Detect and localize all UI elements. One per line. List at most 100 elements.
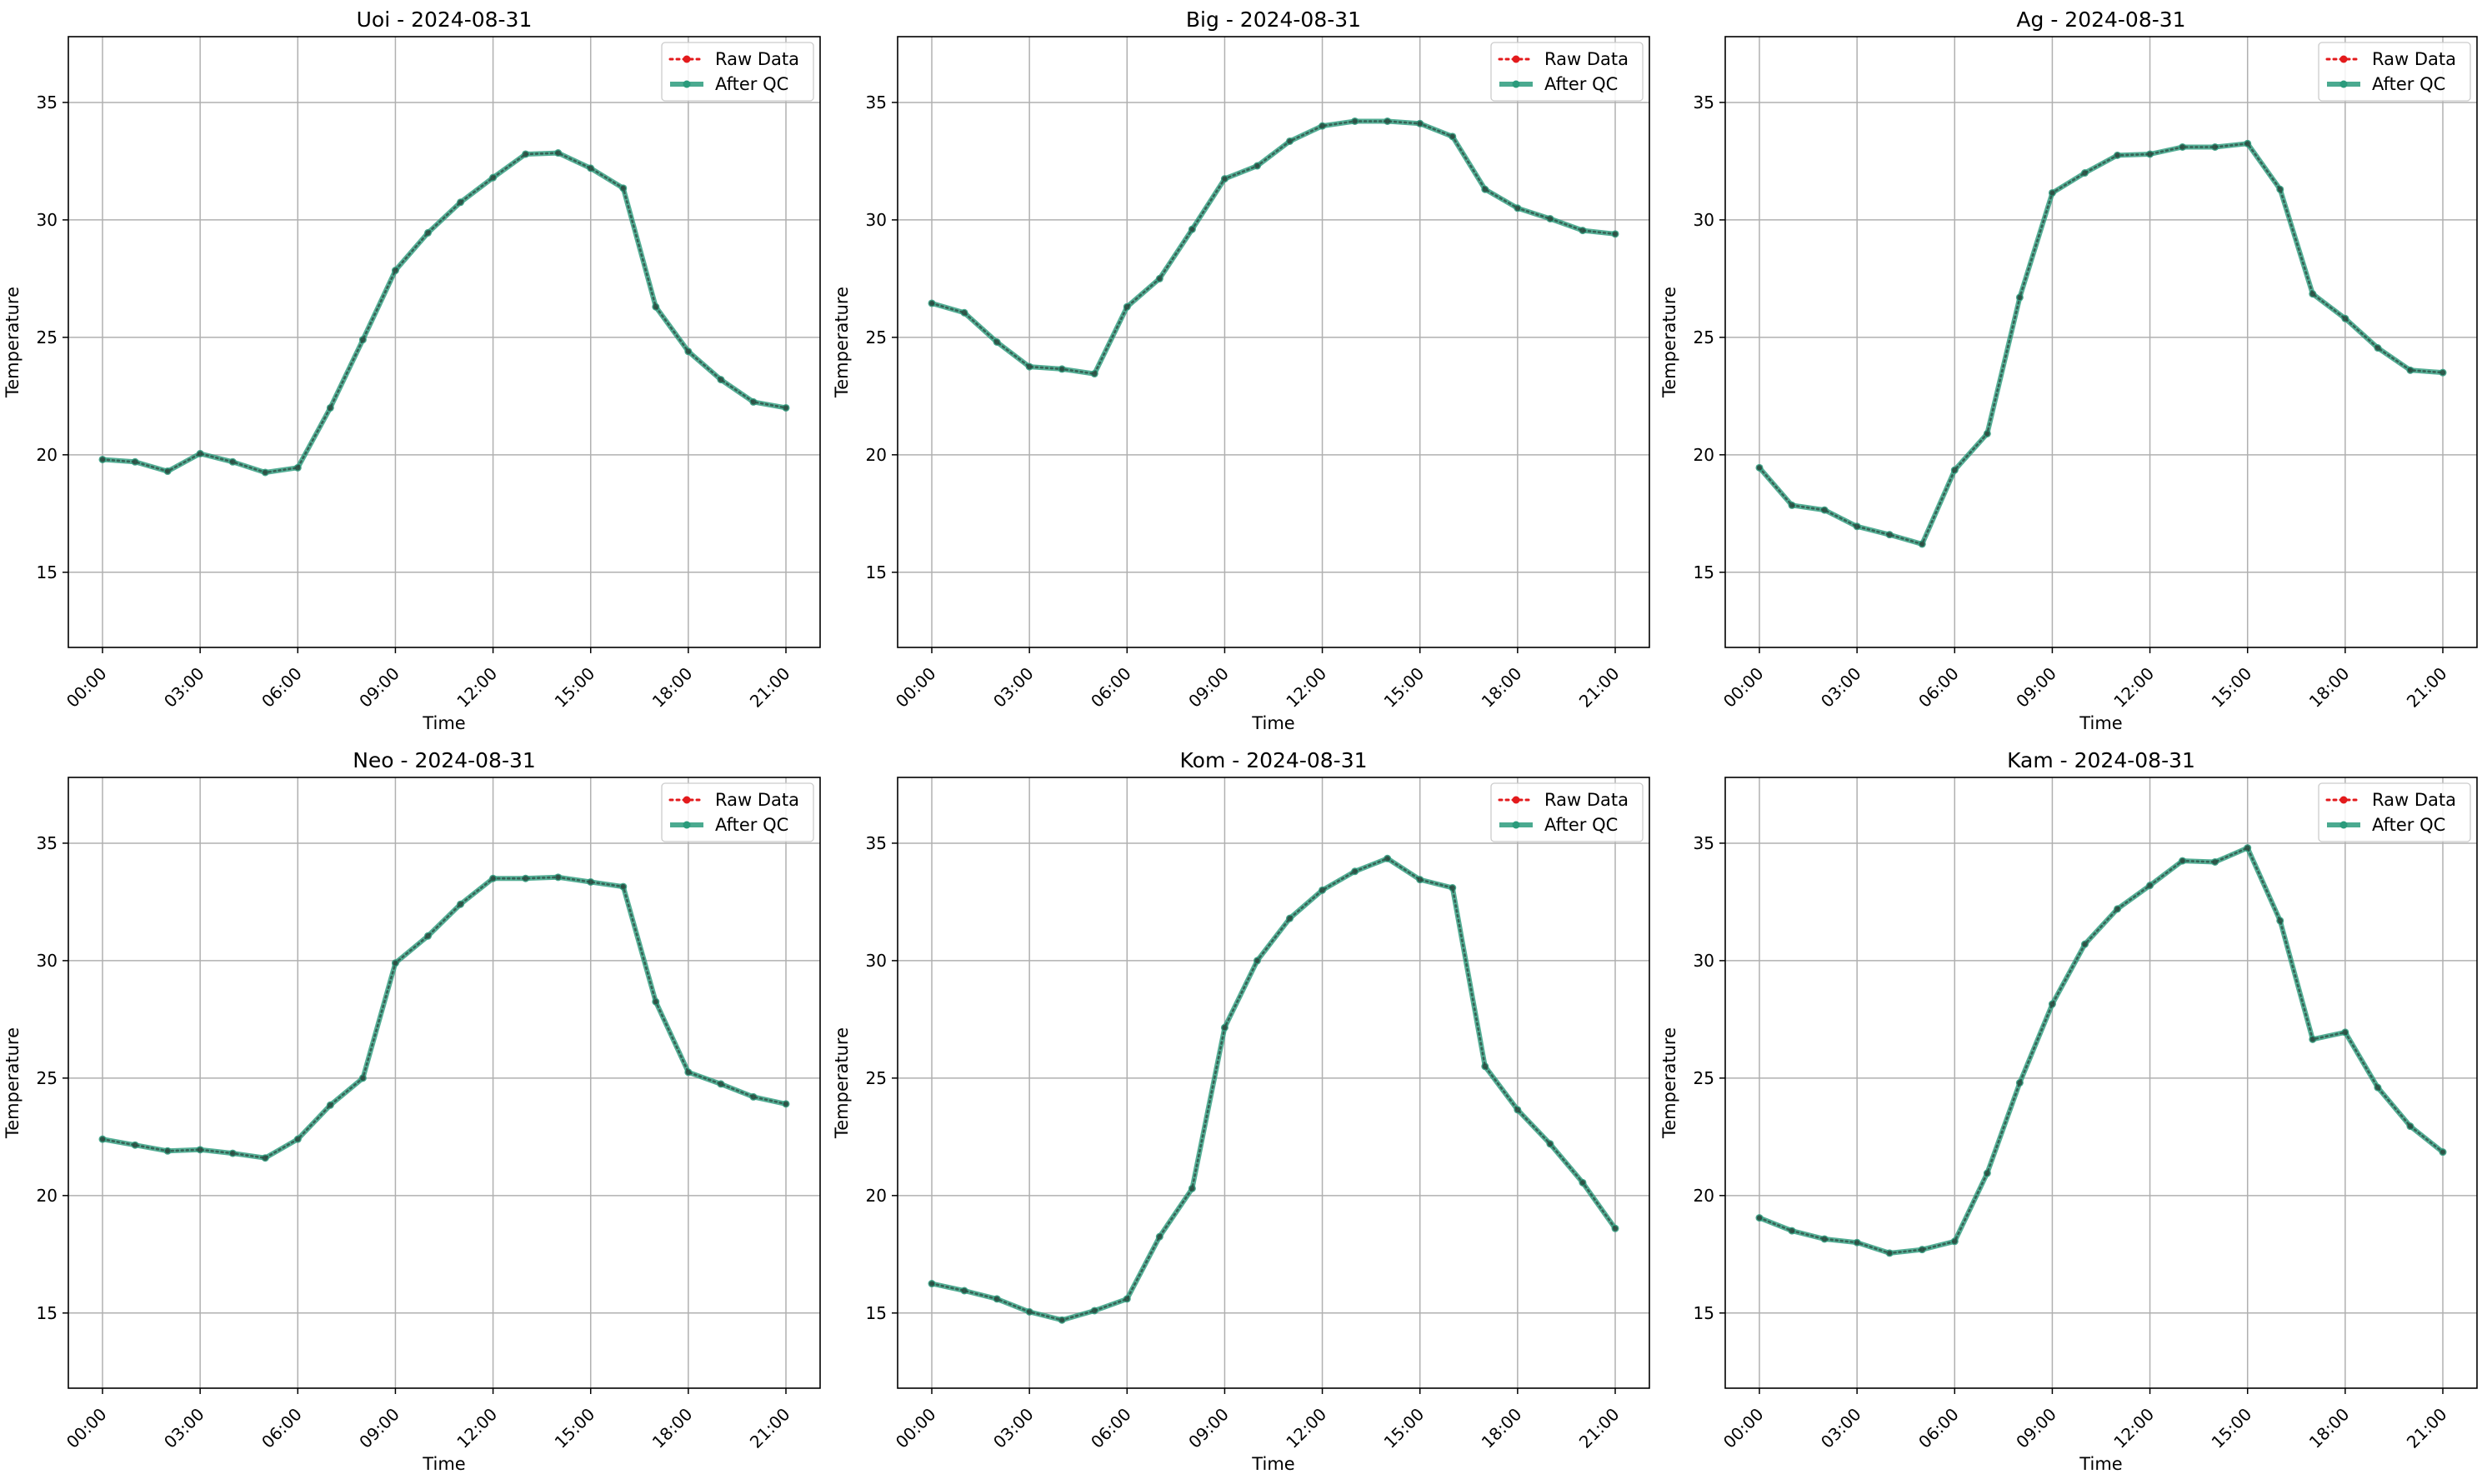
raw-data-point (1482, 1063, 1489, 1069)
raw-data-point (1092, 371, 1098, 377)
y-tick-label: 20 (866, 445, 887, 465)
raw-data-point (2309, 1037, 2316, 1042)
raw-data-point (2342, 1029, 2349, 1036)
raw-data-point (360, 1075, 366, 1082)
x-tick-label: 12:00 (2109, 663, 2158, 712)
x-axis-label: Time (1251, 713, 1294, 733)
x-tick-label: 12:00 (453, 663, 501, 712)
y-axis-label: Temperature (3, 287, 23, 398)
raw-data-line (1758, 846, 2444, 1255)
x-tick-label: 18:00 (648, 663, 697, 712)
x-tick-label: 06:00 (1914, 1404, 1963, 1452)
x-tick-label: 06:00 (1914, 663, 1963, 712)
x-tick-label: 21:00 (2403, 663, 2451, 712)
raw-data-point (1789, 1227, 1795, 1234)
raw-data-point (783, 405, 789, 411)
x-tick-label: 03:00 (160, 663, 208, 712)
raw-data-point (928, 1281, 935, 1287)
raw-data-point (961, 1287, 968, 1294)
subplot-title: Kom - 2024-08-31 (1180, 748, 1368, 772)
legend-raw-data-marker (683, 55, 691, 63)
raw-data-point (2212, 144, 2218, 150)
raw-data-point (1854, 523, 1860, 530)
raw-data-point (1756, 1215, 1763, 1221)
raw-data-point (993, 1296, 1000, 1302)
raw-data-point (1352, 868, 1358, 874)
raw-data-line (101, 876, 788, 1160)
raw-data-point (1124, 1296, 1130, 1302)
y-axis-label: Temperature (3, 1027, 23, 1139)
raw-data-point (229, 459, 236, 465)
subplot-3: 00:00 03:00 06:00 09:00 12:00 15:00 18:00 21:00… (1659, 7, 2478, 733)
y-tick-label: 20 (1694, 1186, 1714, 1206)
raw-data-point (1821, 507, 1828, 513)
raw-data-point (523, 151, 528, 157)
raw-data-point (1222, 1025, 1228, 1031)
raw-data-point (1319, 887, 1325, 893)
y-tick-label: 35 (37, 92, 58, 112)
raw-data-point (1886, 1250, 1893, 1257)
raw-data-line (930, 120, 1617, 376)
raw-data-point (2147, 882, 2153, 888)
raw-data-point (1854, 1240, 1860, 1246)
y-tick-label: 20 (37, 1186, 58, 1206)
subplot-title: Uoi - 2024-08-31 (357, 7, 533, 32)
x-tick-label: 15:00 (1380, 1404, 1429, 1452)
x-axis-label: Time (422, 713, 465, 733)
raw-data-point (1319, 122, 1325, 129)
raw-data-point (2179, 144, 2185, 150)
raw-data-point (588, 165, 593, 172)
raw-data-point (1547, 1141, 1554, 1147)
x-tick-label: 12:00 (1282, 1404, 1330, 1452)
raw-data-point (928, 300, 935, 307)
y-tick-label: 15 (37, 1303, 58, 1323)
raw-data-point (99, 457, 106, 462)
raw-data-line (101, 152, 788, 474)
raw-data-point (458, 199, 463, 205)
raw-data-point (1384, 856, 1390, 862)
x-tick-label: 03:00 (1817, 1404, 1865, 1452)
raw-data-point (1886, 532, 1893, 537)
y-tick-label: 15 (1694, 1303, 1714, 1323)
x-tick-label: 09:00 (2012, 663, 2060, 712)
raw-data-point (2439, 1149, 2446, 1155)
raw-data-point (1026, 1309, 1033, 1315)
raw-data-point (2147, 151, 2153, 157)
x-axis-label: Time (2079, 1454, 2122, 1474)
x-tick-label: 00:00 (63, 663, 111, 712)
x-tick-label: 12:00 (453, 1404, 501, 1452)
after-qc-line (1757, 845, 2445, 1256)
legend-raw-data-marker (1512, 796, 1520, 804)
legend: Raw Data After QC (661, 42, 814, 102)
raw-data-point (1254, 957, 1260, 964)
raw-data-point (1124, 304, 1130, 310)
raw-data-point (555, 874, 561, 881)
x-tick-label: 00:00 (1719, 663, 1768, 712)
raw-data-point (1157, 276, 1163, 282)
raw-data-point (1514, 205, 1521, 212)
legend-after-qc-label: After QC (715, 74, 788, 94)
legend-raw-data-marker (683, 796, 691, 804)
legend-raw-data-marker (1512, 55, 1520, 63)
raw-data-point (588, 879, 593, 885)
y-tick-label: 35 (1694, 92, 1714, 112)
legend-after-qc-marker (683, 80, 691, 88)
raw-data-point (328, 1102, 333, 1108)
raw-data-point (458, 902, 463, 907)
raw-data-point (1352, 118, 1358, 124)
raw-data-point (1612, 1226, 1619, 1232)
raw-data-point (1514, 1107, 1521, 1113)
raw-data-point (750, 399, 757, 405)
raw-data-point (393, 960, 398, 966)
legend-after-qc-marker (683, 821, 691, 829)
x-tick-label: 18:00 (648, 1404, 697, 1452)
raw-data-point (2082, 941, 2088, 947)
x-tick-label: 06:00 (258, 1404, 306, 1452)
subplot-title: Big - 2024-08-31 (1186, 7, 1361, 32)
raw-data-point (1482, 187, 1489, 192)
x-tick-label: 18:00 (1478, 1404, 1526, 1452)
raw-data-point (1287, 915, 1293, 922)
x-tick-label: 15:00 (551, 1404, 599, 1452)
raw-data-point (523, 876, 528, 882)
x-tick-label: 15:00 (2208, 1404, 2256, 1452)
